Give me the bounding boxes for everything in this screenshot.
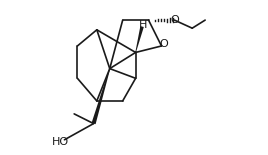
Polygon shape: [92, 69, 110, 124]
Polygon shape: [135, 26, 144, 53]
Text: O: O: [171, 15, 180, 25]
Text: HO: HO: [52, 137, 69, 147]
Text: H: H: [139, 20, 148, 30]
Text: O: O: [159, 39, 168, 49]
